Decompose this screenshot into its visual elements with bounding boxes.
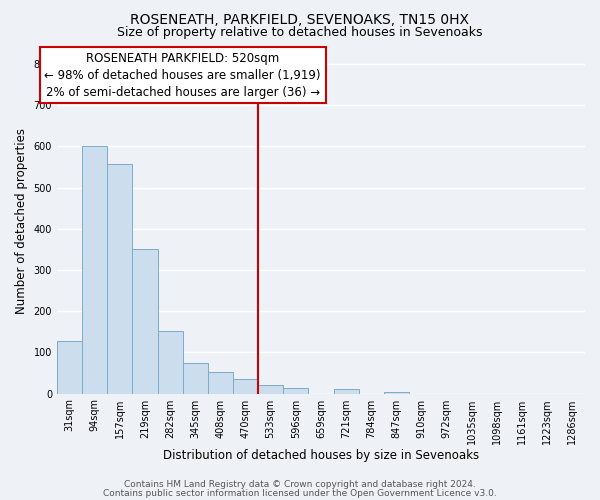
Bar	[158, 331, 182, 394]
Text: Contains public sector information licensed under the Open Government Licence v3: Contains public sector information licen…	[103, 488, 497, 498]
Text: Contains HM Land Registry data © Crown copyright and database right 2024.: Contains HM Land Registry data © Crown c…	[124, 480, 476, 489]
Y-axis label: Number of detached properties: Number of detached properties	[15, 128, 28, 314]
Bar	[258, 386, 283, 394]
Bar	[82, 146, 107, 394]
Bar	[57, 341, 82, 394]
Bar	[107, 164, 133, 394]
Bar	[208, 372, 233, 394]
Bar	[384, 392, 409, 394]
X-axis label: Distribution of detached houses by size in Sevenoaks: Distribution of detached houses by size …	[163, 450, 479, 462]
Text: ROSENEATH PARKFIELD: 520sqm
← 98% of detached houses are smaller (1,919)
2% of s: ROSENEATH PARKFIELD: 520sqm ← 98% of det…	[44, 52, 321, 98]
Bar	[133, 250, 158, 394]
Bar	[233, 379, 258, 394]
Bar	[334, 390, 359, 394]
Bar	[283, 388, 308, 394]
Text: Size of property relative to detached houses in Sevenoaks: Size of property relative to detached ho…	[117, 26, 483, 39]
Bar	[182, 362, 208, 394]
Text: ROSENEATH, PARKFIELD, SEVENOAKS, TN15 0HX: ROSENEATH, PARKFIELD, SEVENOAKS, TN15 0H…	[131, 12, 470, 26]
